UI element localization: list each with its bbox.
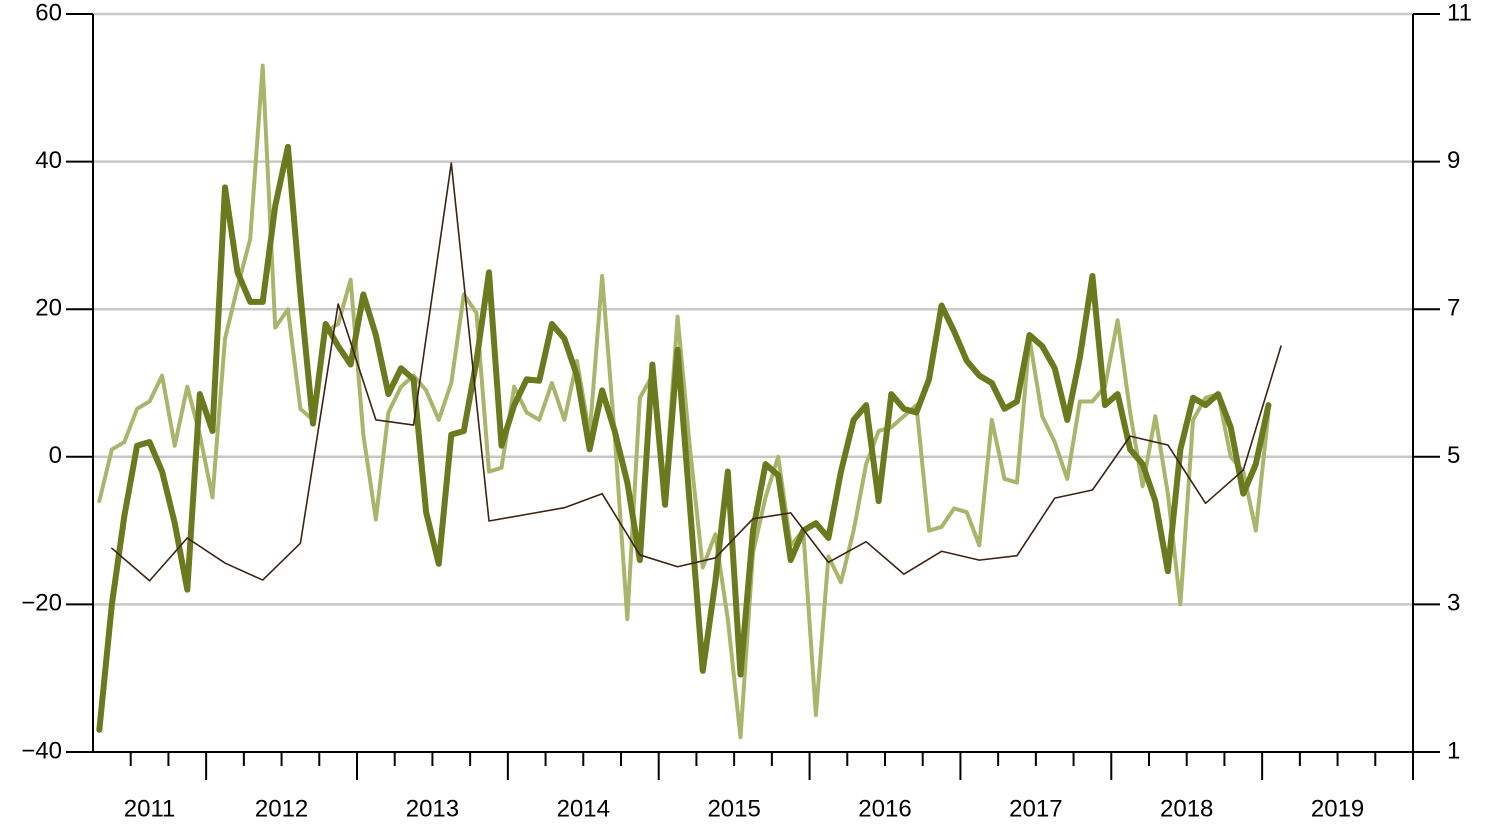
y-tick-label: −20 (21, 590, 62, 617)
series-line (97, 63, 1271, 740)
x-tick-label: 2018 (1160, 795, 1213, 822)
x-tick-label: 2016 (858, 795, 911, 822)
x-tick-label: 2017 (1009, 795, 1062, 822)
y-tick-label: −40 (21, 737, 62, 764)
x-tick-label: 2014 (557, 795, 610, 822)
x-tick-label: 2019 (1311, 795, 1364, 822)
x-tick-label: 2012 (255, 795, 308, 822)
x-tick-label: 2015 (707, 795, 760, 822)
x-tick-label: 2011 (124, 795, 176, 822)
y2-tick-label: 1 (1447, 737, 1460, 764)
y2-tick-label: 5 (1447, 442, 1460, 469)
x-tick-label: 2013 (406, 795, 459, 822)
series-line (96, 143, 1272, 733)
y-tick-label: 20 (35, 295, 62, 322)
y2-tick-label: 9 (1447, 147, 1460, 174)
y-tick-label: 60 (35, 0, 62, 26)
y2-tick-label: 3 (1447, 590, 1460, 617)
series-line (111, 162, 1282, 582)
y-tick-label: 40 (35, 147, 62, 174)
y2-tick-label: 7 (1447, 295, 1460, 322)
y2-tick-label: 11 (1447, 0, 1472, 26)
y-tick-label: 0 (49, 442, 62, 469)
